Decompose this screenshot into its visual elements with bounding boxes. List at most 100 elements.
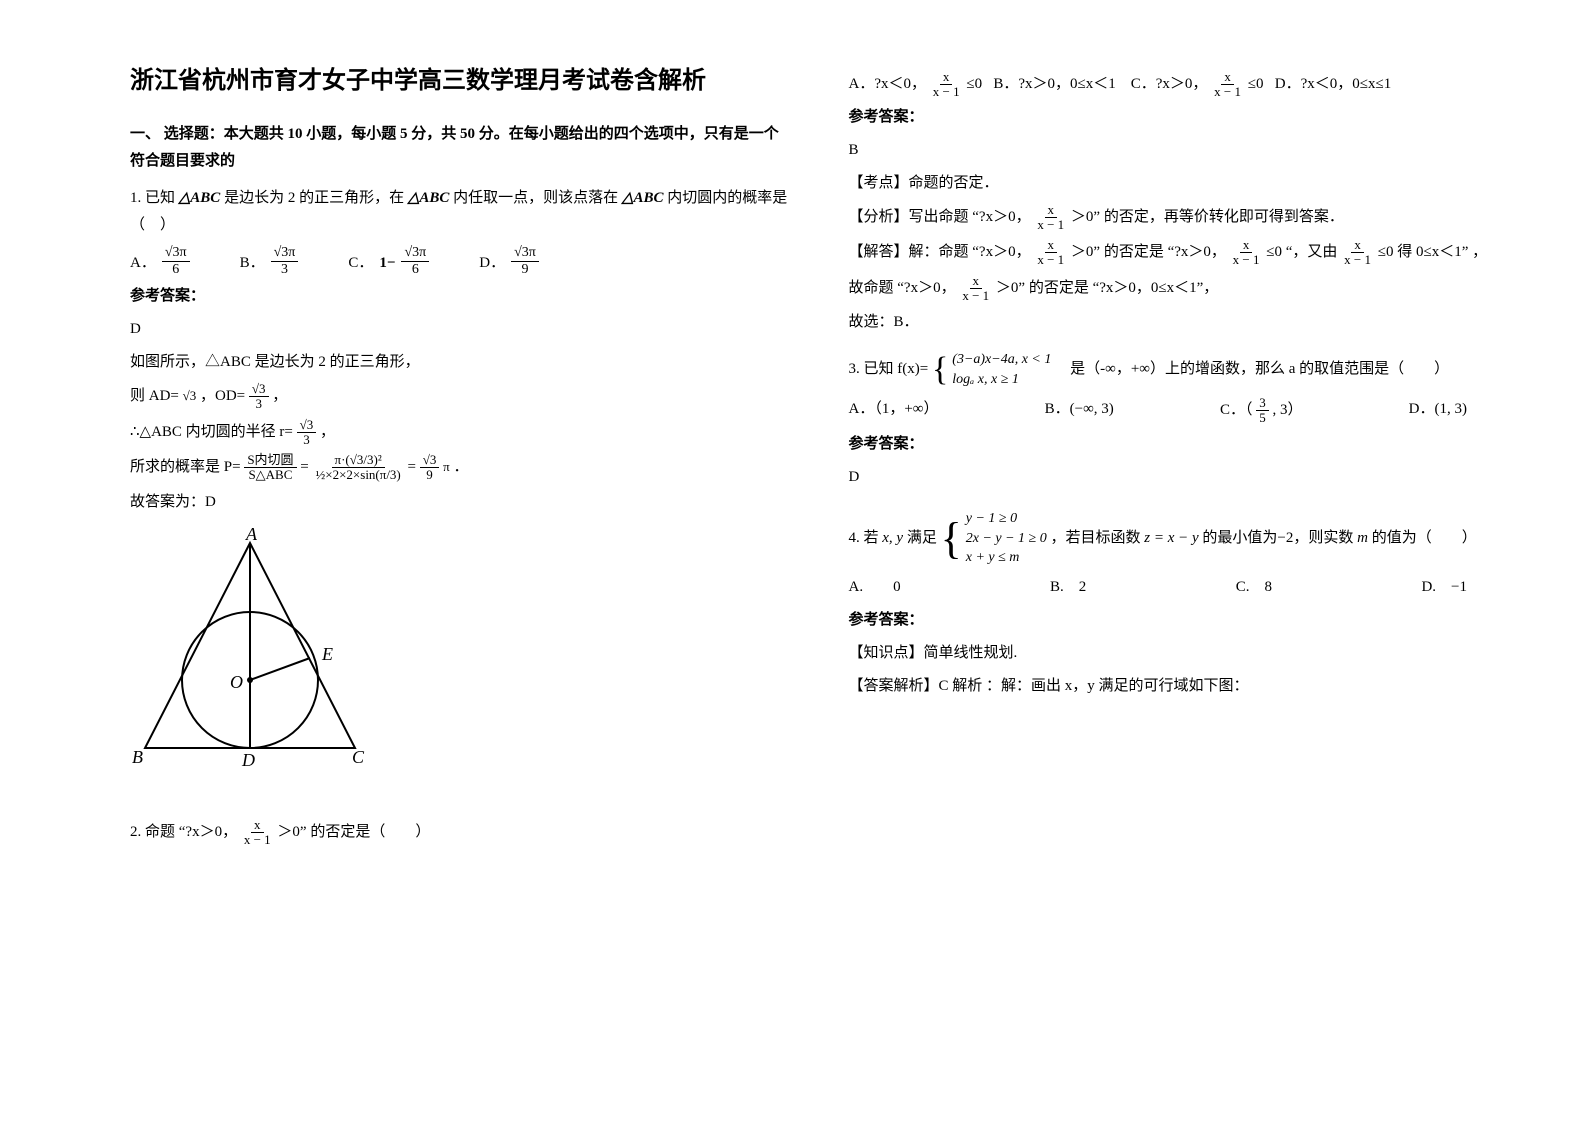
q3-optC: C．（ 3 5 , 3） <box>1220 396 1303 426</box>
q4-m: m <box>1357 530 1368 546</box>
q4-xy: x, y <box>882 530 903 546</box>
q1-stem-c: 内任取一点，则该点落在 <box>453 190 618 206</box>
q1-sol2-frac: √3 3 <box>249 382 269 412</box>
q4-c3: x + y ≤ m <box>966 548 1047 568</box>
q1-optD-num: √3π <box>511 245 539 261</box>
q2-optA-b: ≤0 <box>966 76 982 92</box>
brace-icon: { <box>932 355 948 386</box>
q2-optA-num: x <box>940 70 953 85</box>
q1-mid-frac: π·(√3/3)² ½×2×2×sin(π/3) <box>313 453 404 483</box>
q4-answer-label: 参考答案： <box>849 607 1508 634</box>
question-4: 4. 若 x, y 满足 { y − 1 ≥ 0 2x − y − 1 ≥ 0 … <box>849 509 1508 568</box>
q2-optA-den: x − 1 <box>930 85 963 99</box>
q2-optB: B．?x＞0，0≤x＜1 <box>993 76 1115 92</box>
q3-optC-b: , 3） <box>1272 402 1302 418</box>
q4-stem-b: 满足 <box>907 530 937 546</box>
q3-piece2: logₐ x, x ≥ 1 <box>952 370 1051 390</box>
q4-tag2: 【答案解析】C 解析 ：解：画出 x，y 满足的可行域如下图： <box>849 673 1508 700</box>
q3-piece1: (3−a)x−4a, x < 1 <box>952 350 1051 370</box>
q1-sol2a: 则 AD= <box>130 388 179 404</box>
q1-res-num: √3 <box>420 453 440 468</box>
q1-ratio: S内切圆 S△ABC <box>244 453 296 483</box>
q1-sol4a: 所求的概率是 P= <box>130 459 241 475</box>
q3-answer-letter: D <box>849 464 1508 491</box>
q4-optB: B. 2 <box>1050 574 1086 601</box>
q1-ratio-top: S内切圆 <box>244 453 296 468</box>
q1-res-frac: √3 9 <box>420 453 440 483</box>
q4-c2: 2x − y − 1 ≥ 0 <box>966 529 1047 549</box>
label-E: E <box>321 644 333 664</box>
q4-c1: y − 1 ≥ 0 <box>966 509 1047 529</box>
q1-optC-oneminus: 1− <box>379 250 395 277</box>
q2-tag2-frac: x x − 1 <box>1034 203 1067 233</box>
q1-optA-frac: √3π 6 <box>162 245 190 277</box>
label-O: O <box>230 672 243 692</box>
q2-stem-a: 2. 命题 “?x＞0， <box>130 824 237 840</box>
q1-mid-den: ½×2×2×sin(π/3) <box>313 468 404 482</box>
label-C: C <box>352 747 365 767</box>
q3-optC-den: 5 <box>1256 411 1269 425</box>
q3-piece-body: (3−a)x−4a, x < 1 logₐ x, x ≥ 1 <box>952 350 1051 389</box>
q1-optC-label: C． <box>348 250 373 277</box>
q1-sol2-num: √3 <box>249 382 269 397</box>
q1-option-d: D． √3π 9 <box>479 245 539 277</box>
diagram-svg: A B C D E O <box>130 528 370 778</box>
q1-optD-frac: √3π 9 <box>511 245 539 277</box>
label-D: D <box>241 750 255 770</box>
q2-answer-letter: B <box>849 137 1508 164</box>
q1-sol3-num: √3 <box>297 418 317 433</box>
q1-optA-den: 6 <box>169 262 182 277</box>
q2-tag3-f2n: x <box>1240 238 1253 253</box>
q2-tag3d: ≤0 得 0≤x＜1” ， <box>1378 244 1487 260</box>
q1-sol-line4: 所求的概率是 P= S内切圆 S△ABC = π·(√3/3)² ½×2×2×s… <box>130 453 789 483</box>
label-B: B <box>132 747 143 767</box>
page-title: 浙江省杭州市育才女子中学高三数学理月考试卷含解析 <box>130 60 789 103</box>
q2-answer-label: 参考答案： <box>849 104 1508 131</box>
q1-option-c: C． 1− √3π 6 <box>348 245 429 277</box>
q4-stem-e: 的值为（ ） <box>1372 530 1477 546</box>
q2-tag2: 【分析】写出命题 “?x＞0， x x − 1 ＞0” 的否定，再等价转化即可得… <box>849 203 1508 233</box>
q2-tag3b: ＞0” 的否定是 “?x＞0， <box>1071 244 1226 260</box>
q1-sol3b: ， <box>320 424 335 440</box>
q2-tag4n: x <box>970 274 983 289</box>
q1-optC-num: √3π <box>401 245 429 261</box>
q1-option-a: A． √3π 6 <box>130 245 190 277</box>
question-2-stem: 2. 命题 “?x＞0， x x − 1 ＞0” 的否定是（ ） <box>130 818 789 848</box>
q4-stem-c: ，若目标函数 <box>1051 530 1141 546</box>
q1-sol2b: ，OD= <box>200 388 245 404</box>
q2-tag3a: 【解答】解：命题 “?x＞0， <box>849 244 1031 260</box>
q2-stem-num: x <box>251 818 264 833</box>
q2-tag4a: 故命题 “?x＞0， <box>849 280 956 296</box>
q1-tri-3: △ABC <box>622 190 664 206</box>
q1-sol2c: ， <box>272 388 287 404</box>
q2-tag2-num: x <box>1045 203 1058 218</box>
q4-stem-a: 4. 若 <box>849 530 879 546</box>
q4-optC: C. 8 <box>1236 574 1272 601</box>
q2-stem-den: x − 1 <box>241 833 274 847</box>
q1-tri-2: △ABC <box>408 190 450 206</box>
q4-tag1: 【知识点】简单线性规划. <box>849 640 1508 667</box>
q1-optA-num: √3π <box>162 245 190 261</box>
q1-sol3-den: 3 <box>300 433 313 447</box>
q3-options: A．（1，+∞） B．(−∞, 3) C．（ 3 5 , 3） D．(1, 3) <box>849 396 1508 426</box>
q2-tag3-f3n: x <box>1351 238 1364 253</box>
q3-optA: A．（1，+∞） <box>849 396 939 426</box>
q2-tag3-f1n: x <box>1045 238 1058 253</box>
q2-tag3-f3: x x − 1 <box>1341 238 1374 268</box>
q1-eq1: = <box>300 459 308 475</box>
q3-optB: B．(−∞, 3) <box>1045 396 1114 426</box>
q1-ratio-bot: S△ABC <box>245 468 295 482</box>
q1-answer-letter: D <box>130 316 789 343</box>
q2-stem-b: ＞0” 的否定是（ ） <box>277 824 430 840</box>
q1-optB-den: 3 <box>278 262 291 277</box>
q1-answer-label: 参考答案： <box>130 283 789 310</box>
q3-piecewise: { (3−a)x−4a, x < 1 logₐ x, x ≥ 1 <box>932 350 1051 389</box>
q2-optC-frac: x x − 1 <box>1211 70 1244 100</box>
q4-optD: D. −1 <box>1421 574 1467 601</box>
q1-tri-1: △ABC <box>179 190 221 206</box>
q2-tag3-f1d: x − 1 <box>1034 253 1067 267</box>
q1-sol4b: ． <box>453 459 468 475</box>
q2-tag1: 【考点】命题的否定． <box>849 170 1508 197</box>
q1-options: A． √3π 6 B． √3π 3 C． 1− √3π 6 D． √3π <box>130 245 789 277</box>
q1-sol2-den: 3 <box>252 397 265 411</box>
